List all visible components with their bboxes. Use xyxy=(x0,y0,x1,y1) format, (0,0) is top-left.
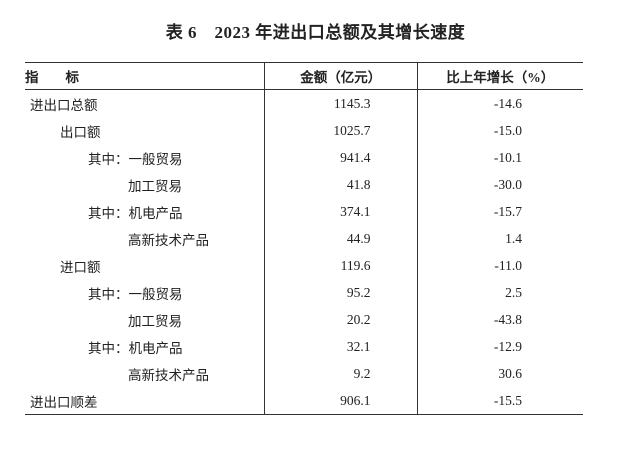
amount-cell: 95.2 xyxy=(263,279,418,306)
row-label: 高新技术产品 xyxy=(128,232,209,248)
table-row: 加工贸易 20.2 -43.8 xyxy=(25,306,583,333)
row-label: 加工贸易 xyxy=(128,313,182,329)
row-label: 高新技术产品 xyxy=(128,367,209,383)
change-cell: -15.7 xyxy=(416,198,583,225)
table-body: 进出口总额 1145.3 -14.6 出口额 1025.7 -15.0 其中：一般贸易 941… xyxy=(25,89,583,415)
table-row: 其中：机电产品 32.1 -12.9 xyxy=(25,333,583,360)
table-row: 出口额 1025.7 -15.0 xyxy=(25,117,583,144)
row-label: 其中：一般贸易 xyxy=(88,151,183,167)
row-label: 进口额 xyxy=(60,259,101,275)
change-cell: -12.9 xyxy=(416,333,583,360)
header-row: 指 标 金额（亿元） 比上年增长（%） xyxy=(25,62,583,90)
change-cell: -14.6 xyxy=(416,89,583,117)
change-cell: -30.0 xyxy=(416,171,583,198)
table-row: 进出口顺差 906.1 -15.5 xyxy=(25,387,583,415)
amount-cell: 1145.3 xyxy=(263,89,418,117)
table-row: 进口额 119.6 -11.0 xyxy=(25,252,583,279)
amount-cell: 941.4 xyxy=(263,144,418,171)
amount-cell: 20.2 xyxy=(263,306,418,333)
row-label: 进出口总额 xyxy=(30,97,98,113)
row-label: 加工贸易 xyxy=(128,178,182,194)
amount-cell: 374.1 xyxy=(263,198,418,225)
amount-cell: 44.9 xyxy=(263,225,418,252)
table-row: 其中：一般贸易 95.2 2.5 xyxy=(25,279,583,306)
row-label: 其中：一般贸易 xyxy=(88,286,183,302)
change-cell: -15.0 xyxy=(416,117,583,144)
table-row: 其中：一般贸易 941.4 -10.1 xyxy=(25,144,583,171)
row-label: 其中：机电产品 xyxy=(88,205,183,221)
row-label: 出口额 xyxy=(60,124,101,140)
change-cell: -10.1 xyxy=(416,144,583,171)
header-cell: 金额（亿元） xyxy=(263,62,418,90)
row-label: 进出口顺差 xyxy=(25,387,265,415)
header-cell: 指 标 xyxy=(25,62,265,90)
amount-cell: 9.2 xyxy=(263,360,418,387)
amount-cell: 41.8 xyxy=(263,171,418,198)
table-row: 加工贸易 41.8 -30.0 xyxy=(25,171,583,198)
data-table: 指 标 金额（亿元） 比上年增长（%） 进出口总额 1145.3 -14.6 出口额 1… xyxy=(25,62,583,415)
change-cell: 2.5 xyxy=(416,279,583,306)
change-cell: -11.0 xyxy=(416,252,583,279)
table-title: 表 6 2023 年进出口总额及其增长速度 xyxy=(165,23,466,42)
row-label: 其中：机电产品 xyxy=(88,340,183,356)
change-cell: -43.8 xyxy=(416,306,583,333)
table-row: 高新技术产品 44.9 1.4 xyxy=(25,225,583,252)
amount-cell: 119.6 xyxy=(263,252,418,279)
table-row: 进出口总额 1145.3 -14.6 xyxy=(25,89,583,117)
header-cell: 比上年增长（%） xyxy=(416,62,583,90)
amount-cell: 906.1 xyxy=(263,387,418,415)
change-cell: 1.4 xyxy=(416,225,583,252)
table-row: 高新技术产品 9.2 30.6 xyxy=(25,360,583,387)
change-cell: 30.6 xyxy=(416,360,583,387)
change-cell: -15.5 xyxy=(416,387,583,415)
table-row: 其中：机电产品 374.1 -15.7 xyxy=(25,198,583,225)
amount-cell: 1025.7 xyxy=(263,117,418,144)
table-header: 指 标 金额（亿元） 比上年增长（%） xyxy=(25,62,583,90)
amount-cell: 32.1 xyxy=(263,333,418,360)
